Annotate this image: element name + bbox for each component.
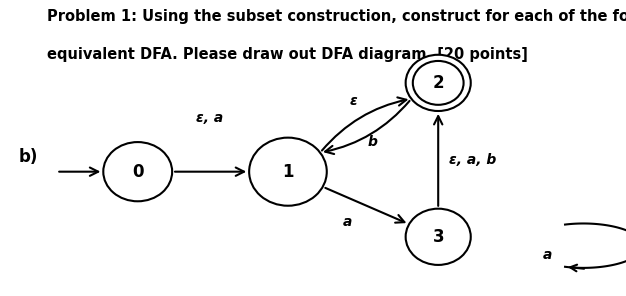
Text: 1: 1 [282,163,294,181]
Text: b: b [367,135,377,149]
Ellipse shape [406,55,471,111]
Ellipse shape [103,142,172,201]
Ellipse shape [249,138,327,206]
Text: equivalent DFA. Please draw out DFA diagram. [20 points]: equivalent DFA. Please draw out DFA diag… [47,47,528,62]
Text: a: a [343,215,352,229]
Text: b): b) [19,148,38,166]
Text: 2: 2 [433,74,444,92]
Text: ε, a: ε, a [196,111,223,126]
Text: Problem 1: Using the subset construction, construct for each of the following NF: Problem 1: Using the subset construction… [47,9,626,24]
Text: a: a [543,247,552,262]
Ellipse shape [406,209,471,265]
Text: ε, a, b: ε, a, b [449,153,496,167]
Text: 3: 3 [433,228,444,246]
Text: ε: ε [350,94,357,108]
Text: 0: 0 [132,163,143,181]
